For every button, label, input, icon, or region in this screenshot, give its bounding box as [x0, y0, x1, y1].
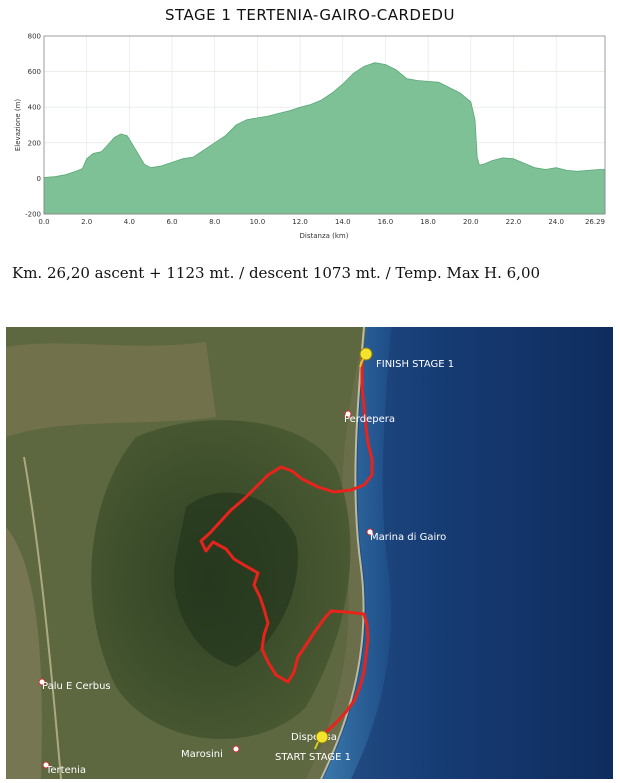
- page-title: STAGE 1 TERTENIA-GAIRO-CARDEDU: [165, 6, 455, 24]
- plot-frame: [43, 35, 606, 215]
- x-tick-label: 24.0: [548, 218, 564, 226]
- x-tick-label: 6.0: [166, 218, 177, 226]
- stage-route: [199, 355, 374, 741]
- label-marosini: Marosini: [181, 749, 223, 760]
- elevation-profile-chart: 0.0 2.0 4.0 6.0 8.0 10.0 12.0 14.0 16.0 18.0 20.0 2…: [14, 33, 606, 240]
- y-tick-label: 800: [28, 33, 41, 41]
- x-tick-label: 8.0: [209, 218, 220, 226]
- x-tick-label: 20.0: [463, 218, 479, 226]
- elevation-area: [43, 62, 606, 215]
- road: [23, 456, 62, 779]
- y-tick-label: 400: [28, 104, 41, 112]
- pushpin-needle: [314, 741, 319, 750]
- label-start: START STAGE 1: [275, 752, 351, 763]
- label-finish: FINISH STAGE 1: [376, 359, 454, 370]
- sea: [321, 327, 613, 779]
- y-tick-labels: -200 0 200 400 600 800: [25, 33, 41, 219]
- satellite-map[interactable]: FINISH STAGE 1 Perdepera Marina di Gairo…: [6, 327, 613, 779]
- label-tertenia: Tertenia: [45, 765, 86, 776]
- valley-west: [6, 527, 42, 779]
- y-tick-label: 200: [28, 139, 41, 147]
- place-marker-icon: [232, 745, 240, 753]
- place-marker-icon: [366, 528, 374, 536]
- x-tick-label: 26.29: [585, 218, 605, 226]
- x-axis-label: Distanza (km): [300, 232, 349, 240]
- pushpin-icon: [359, 347, 373, 361]
- x-tick-label: 4.0: [124, 218, 135, 226]
- x-tick-label: 16.0: [378, 218, 394, 226]
- pushpin-needle: [359, 358, 364, 368]
- x-tick-labels: 0.0 2.0 4.0 6.0 8.0 10.0 12.0 14.0 16.0 18.0 20.0 2…: [38, 218, 605, 226]
- place-marker-icon: [38, 678, 46, 686]
- start-pin[interactable]: [314, 730, 329, 750]
- x-tick-label: 22.0: [506, 218, 522, 226]
- x-tick-label: 12.0: [292, 218, 308, 226]
- coastal-shallows: [323, 327, 391, 779]
- x-tick-label: 18.0: [420, 218, 436, 226]
- place-marker-icon: [42, 761, 50, 769]
- label-dispensa: Dispensa: [291, 732, 337, 743]
- x-tick-label: 14.0: [335, 218, 351, 226]
- stage-stats: Km. 26,20 ascent + 1123 mt. / descent 10…: [12, 264, 541, 282]
- coastline: [320, 327, 365, 779]
- place-marker-icon: [344, 410, 352, 418]
- label-marina-di-gairo: Marina di Gairo: [370, 532, 446, 543]
- finish-pin[interactable]: [359, 347, 373, 368]
- fields-north: [6, 342, 216, 437]
- y-axis-label: Elevazione (m): [14, 99, 22, 152]
- y-tick-label: 0: [37, 175, 41, 183]
- pushpin-icon: [315, 730, 329, 744]
- x-tick-label: 0.0: [38, 218, 49, 226]
- x-tick-label: 10.0: [250, 218, 266, 226]
- label-palu-e-cerbus: Palu E Cerbus: [42, 681, 111, 692]
- x-tick-label: 2.0: [81, 218, 92, 226]
- y-tick-label: 600: [28, 68, 41, 76]
- label-perdepera: Perdepera: [344, 414, 395, 425]
- y-tick-label: -200: [25, 211, 41, 219]
